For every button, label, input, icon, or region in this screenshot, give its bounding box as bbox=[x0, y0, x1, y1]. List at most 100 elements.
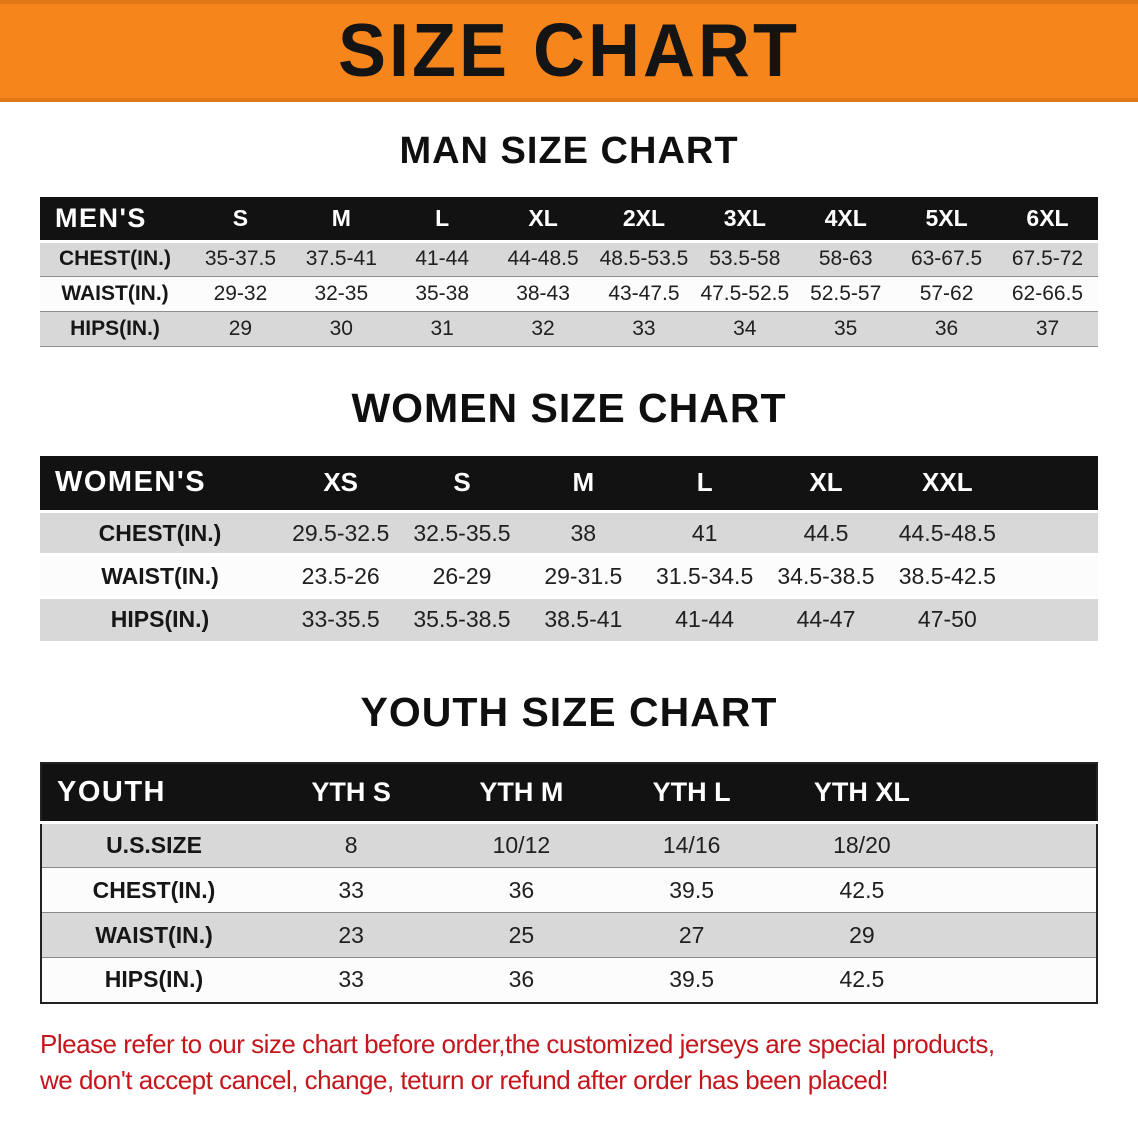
size-column-header: 5XL bbox=[896, 197, 997, 243]
size-value-cell: 36 bbox=[934, 316, 959, 340]
size-value-cell: 31.5-34.5 bbox=[656, 562, 754, 589]
row-filler-cell bbox=[947, 823, 1097, 868]
disclaimer-line-1: Please refer to our size chart before or… bbox=[40, 1028, 995, 1059]
banner-title: SIZE CHART bbox=[338, 9, 800, 93]
size-column-header: YTH M bbox=[436, 762, 607, 824]
size-value-cell: 35-37.5 bbox=[204, 247, 277, 270]
size-value-cell: 8 bbox=[344, 832, 358, 858]
size-value-cell: 29.5-32.5 bbox=[292, 519, 390, 546]
size-value-cell: 67.5-72 bbox=[1011, 247, 1084, 270]
size-column-header: XXL bbox=[886, 455, 1008, 513]
size-value-cell: 35 bbox=[834, 316, 858, 340]
row-label-cell: U.S.SIZE bbox=[106, 832, 202, 858]
row-label-cell: HIPS(IN.) bbox=[104, 966, 204, 993]
row-label-cell: CHEST(IN.) bbox=[59, 247, 171, 270]
size-value-cell: 36 bbox=[508, 876, 535, 903]
size-value-cell: 38.5-42.5 bbox=[898, 562, 996, 589]
size-value-cell: 43-47.5 bbox=[608, 281, 680, 305]
table-header-row: MEN'S S M L XL 2XL 3XL 4XL 5XL 6XL bbox=[40, 197, 1098, 243]
size-value-cell: 63-67.5 bbox=[910, 247, 983, 270]
size-value-cell: 42.5 bbox=[839, 966, 885, 993]
size-value-cell: 29-31.5 bbox=[544, 562, 623, 589]
women-size-chart-section: WOMEN SIZE CHART WOMEN'S XS S M L XL XXL CHEST(… bbox=[0, 385, 1138, 641]
man-size-chart-heading: MAN SIZE CHART bbox=[399, 130, 739, 172]
size-value-cell: 35-38 bbox=[415, 281, 470, 305]
row-label-cell: WAIST(IN.) bbox=[61, 281, 169, 305]
size-value-cell: 29 bbox=[228, 316, 253, 340]
size-column-header: XL bbox=[765, 455, 887, 513]
man-size-chart-section: MAN SIZE CHART MEN'S S M L XL 2XL 3XL 4XL 5XL 6XL… bbox=[0, 130, 1138, 347]
row-label-cell: CHEST(IN.) bbox=[98, 519, 222, 546]
size-value-cell: 44-47 bbox=[796, 606, 856, 633]
size-column-header: 2XL bbox=[593, 197, 695, 243]
disclaimer-line-2: we don't accept cancel, change, teturn o… bbox=[40, 1065, 889, 1096]
size-column-header: M bbox=[290, 197, 392, 243]
size-value-cell: 18/20 bbox=[833, 832, 891, 858]
row-label-cell: WAIST(IN.) bbox=[101, 562, 219, 589]
size-column-header: S bbox=[190, 197, 291, 243]
table-row: HIPS(IN.) 29 30 31 32 33 34 35 36 37 bbox=[40, 311, 1098, 346]
size-value-cell: 14/16 bbox=[662, 832, 721, 858]
row-filler-cell bbox=[1008, 598, 1098, 641]
size-column-header: 6XL bbox=[997, 197, 1098, 243]
size-value-cell: 38-43 bbox=[516, 281, 570, 305]
table-row: HIPS(IN.) 33-35.5 35.5-38.5 38.5-41 41-44 44-… bbox=[40, 597, 1098, 641]
size-column-header: 4XL bbox=[795, 197, 897, 243]
table-row: CHEST(IN.) 29.5-32.5 32.5-35.5 38 41 44.5 44.5… bbox=[40, 511, 1098, 555]
size-value-cell: 31 bbox=[430, 316, 454, 340]
size-value-cell: 39.5 bbox=[669, 966, 714, 993]
size-value-cell: 47.5-52.5 bbox=[700, 281, 790, 305]
size-value-cell: 48.5-53.5 bbox=[599, 247, 689, 270]
row-filler-cell bbox=[1008, 555, 1098, 598]
size-value-cell: 57-62 bbox=[919, 281, 974, 305]
size-value-cell: 32.5-35.5 bbox=[413, 519, 511, 546]
size-value-cell: 34.5-38.5 bbox=[777, 562, 875, 589]
size-column-header: YTH XL bbox=[776, 762, 947, 824]
size-value-cell: 37 bbox=[1035, 316, 1060, 340]
youth-size-chart-heading: YOUTH SIZE CHART bbox=[360, 688, 778, 735]
size-value-cell: 39.5 bbox=[669, 876, 714, 903]
table-row: CHEST(IN.) 33 36 39.5 42.5 bbox=[41, 867, 1097, 913]
table-header-row: WOMEN'S XS S M L XL XXL bbox=[40, 455, 1098, 513]
size-value-cell: 62-66.5 bbox=[1011, 281, 1084, 305]
size-value-cell: 27 bbox=[678, 921, 705, 948]
row-filler-cell bbox=[1008, 512, 1098, 555]
size-value-cell: 32-35 bbox=[314, 281, 369, 305]
size-value-cell: 23.5-26 bbox=[301, 562, 380, 589]
table-row: U.S.SIZE 8 10/12 14/16 18/20 bbox=[41, 822, 1097, 868]
table-row: WAIST(IN.) 29-32 32-35 35-38 38-43 43-47.5 47.… bbox=[40, 276, 1098, 311]
size-value-cell: 44-48.5 bbox=[507, 247, 579, 270]
size-value-cell: 41-44 bbox=[675, 606, 735, 633]
size-value-cell: 38 bbox=[570, 519, 597, 546]
size-column-header: S bbox=[401, 455, 523, 513]
size-value-cell: 52.5-57 bbox=[810, 281, 882, 305]
size-charts: MAN SIZE CHART MEN'S S M L XL 2XL 3XL 4XL 5XL 6XL… bbox=[0, 130, 1138, 1004]
size-value-cell: 30 bbox=[329, 316, 353, 340]
size-value-cell: 33-35.5 bbox=[301, 606, 380, 633]
size-column-header: 3XL bbox=[694, 197, 796, 243]
disclaimer-note: Please refer to our size chart before or… bbox=[40, 1026, 1098, 1100]
table-title-cell: WOMEN'S bbox=[40, 455, 280, 513]
table-header-row: YOUTH YTH S YTH M YTH L YTH XL bbox=[41, 762, 1097, 824]
size-chart-banner: SIZE CHART bbox=[0, 0, 1138, 102]
size-value-cell: 26-29 bbox=[432, 562, 492, 589]
women-size-chart-heading: WOMEN SIZE CHART bbox=[351, 384, 787, 431]
size-value-cell: 34 bbox=[733, 316, 757, 340]
size-value-cell: 23 bbox=[338, 921, 364, 948]
women-size-table: WOMEN'S XS S M L XL XXL CHEST(IN.) 29.5-32.5 32.5… bbox=[40, 455, 1098, 641]
row-filler-cell bbox=[947, 868, 1097, 913]
header-filler-cell bbox=[1008, 455, 1098, 513]
size-value-cell: 53.5-58 bbox=[709, 247, 781, 270]
youth-size-chart-section: YOUTH SIZE CHART YOUTH YTH S YTH M YTH L YTH… bbox=[0, 689, 1138, 1004]
size-value-cell: 44.5-48.5 bbox=[898, 519, 996, 546]
youth-size-table: YOUTH YTH S YTH M YTH L YTH XL U.S.SIZE 8 10/12… bbox=[40, 761, 1098, 1004]
size-column-header: XS bbox=[280, 455, 402, 513]
size-column-header: YTH S bbox=[266, 762, 437, 824]
size-column-header: XL bbox=[492, 197, 594, 243]
size-value-cell: 47-50 bbox=[917, 606, 977, 633]
table-row: CHEST(IN.) 35-37.5 37.5-41 41-44 44-48.5 48.5… bbox=[40, 241, 1098, 276]
size-value-cell: 37.5-41 bbox=[305, 247, 377, 270]
size-value-cell: 36 bbox=[508, 966, 535, 993]
row-label-cell: HIPS(IN.) bbox=[70, 316, 160, 340]
